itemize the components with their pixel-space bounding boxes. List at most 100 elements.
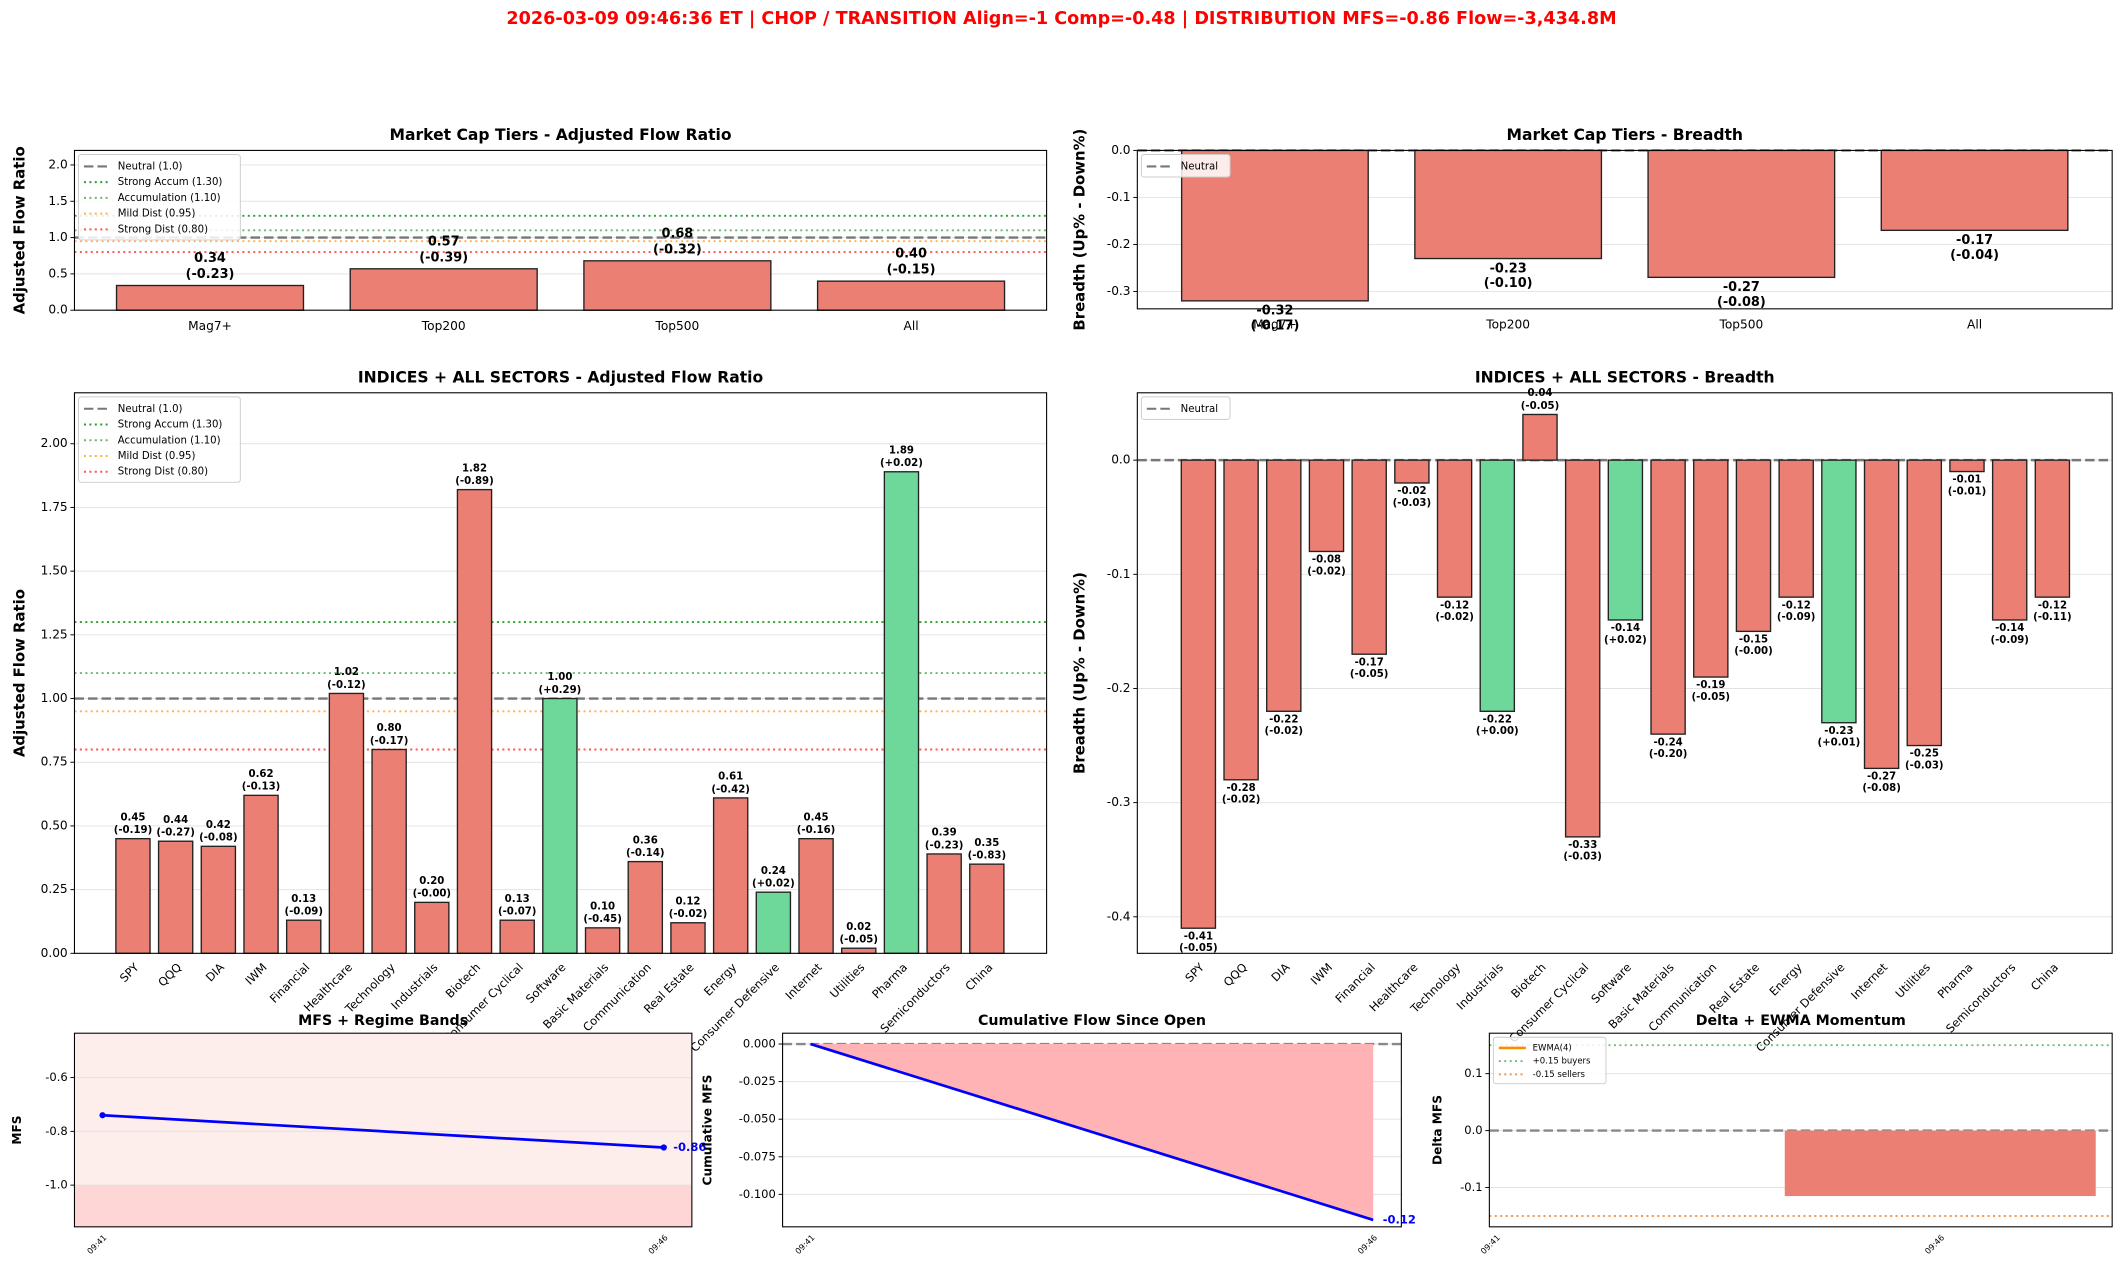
y-tick-label: 0.5 — [48, 266, 67, 280]
y-tick-label: -0.4 — [1107, 909, 1131, 923]
value-label: -0.23 — [1824, 726, 1853, 737]
change-label: (-0.04) — [1950, 248, 1999, 263]
chart-title: Market Cap Tiers - Adjusted Flow Ratio — [390, 126, 732, 144]
change-label: (-0.00) — [413, 889, 452, 900]
x-tick-label: Energy — [1766, 960, 1805, 999]
change-label: (-0.12) — [327, 680, 366, 691]
legend-label: Neutral (1.0) — [118, 404, 183, 415]
bar — [349, 268, 538, 311]
x-tick-label: Mag7+ — [188, 319, 232, 333]
value-label: 0.61 — [718, 772, 743, 783]
bar — [1991, 459, 2028, 621]
value-label: 1.02 — [334, 667, 359, 678]
change-label: (-0.83) — [968, 851, 1007, 862]
y-tick-label: 0.0 — [1111, 143, 1130, 157]
x-tick-label: DIA — [203, 960, 227, 984]
x-tick-label: Consumer Cyclical — [1506, 960, 1591, 1045]
change-label: (-0.27) — [156, 828, 195, 839]
value-label: -0.12 — [1440, 600, 1469, 611]
change-label: (-0.13) — [242, 782, 281, 793]
bar — [1414, 149, 1603, 260]
value-label: -0.15 — [1739, 635, 1768, 646]
bar — [115, 284, 305, 311]
bar — [1650, 459, 1686, 735]
change-label: (-0.02) — [1222, 795, 1261, 806]
legend-label: EWMA(4) — [1533, 1043, 1572, 1053]
x-tick-label: Top500 — [654, 319, 699, 333]
x-tick-label: Internet — [783, 960, 826, 1003]
chart-title: INDICES + ALL SECTORS - Adjusted Flow Ra… — [358, 368, 764, 386]
value-label: -0.17 — [1956, 233, 1993, 248]
bar — [2034, 459, 2071, 598]
y-axis-label: Adjusted Flow Ratio — [10, 589, 28, 757]
change-label: (-0.17) — [1251, 318, 1300, 333]
y-tick-label: -0.1 — [1107, 567, 1131, 581]
legend-box — [78, 396, 241, 483]
change-label: (-0.23) — [925, 840, 964, 851]
chart-title: INDICES + ALL SECTORS - Breadth — [1475, 368, 1775, 386]
bar — [285, 919, 322, 955]
legend-label: Accumulation (1.10) — [118, 435, 221, 446]
change-label: (-0.08) — [1862, 783, 1900, 794]
x-tick-label: Industrials — [1454, 960, 1506, 1012]
change-label: (-0.05) — [840, 935, 879, 946]
legend-label: Mild Dist (0.95) — [118, 451, 196, 462]
value-label: -0.32 — [1256, 304, 1293, 319]
x-tick-label: Top500 — [1718, 318, 1763, 332]
value-label: -0.25 — [1910, 749, 1939, 760]
change-label: (-0.39) — [419, 250, 468, 265]
change-label: (+0.00) — [1476, 726, 1519, 737]
bar — [456, 488, 493, 955]
change-label: (-0.03) — [1393, 498, 1431, 509]
legend-label: Neutral (1.0) — [118, 161, 183, 172]
chart-title: MFS + Regime Bands — [298, 1013, 468, 1029]
x-tick-label: Pharma — [1935, 960, 1976, 1001]
legend-label: -0.15 sellers — [1533, 1070, 1586, 1080]
value-label: 0.13 — [505, 894, 530, 905]
y-tick-label: 0.25 — [41, 882, 68, 896]
chart-title: Cumulative Flow Since Open — [978, 1013, 1206, 1029]
change-label: (-0.89) — [455, 476, 494, 487]
y-tick-label: 1.0 — [48, 230, 67, 244]
value-label: 0.45 — [804, 812, 829, 823]
plot-frame — [782, 1032, 1402, 1228]
legend-label: Accumulation (1.10) — [118, 193, 221, 204]
value-label: 0.80 — [377, 723, 402, 734]
bar — [1880, 149, 2069, 232]
x-tick-label: QQQ — [1221, 960, 1250, 989]
value-label: -0.41 — [1184, 931, 1213, 942]
change-label: (-0.45) — [583, 914, 622, 925]
value-label: -0.01 — [1952, 475, 1981, 486]
bar — [371, 748, 407, 955]
bar — [627, 860, 664, 955]
bar — [1821, 459, 1857, 724]
bar — [798, 837, 834, 955]
bar — [1949, 459, 1985, 473]
chart-title: Market Cap Tiers - Breadth — [1507, 126, 1743, 144]
x-tick-label: 09:46 — [1356, 1232, 1380, 1256]
change-label: (-0.02) — [1435, 612, 1473, 623]
change-label: (-0.05) — [1692, 692, 1730, 703]
legend-label: Strong Dist (0.80) — [118, 467, 208, 478]
legend-label: Strong Dist (0.80) — [118, 224, 208, 235]
change-label: (+0.01) — [1817, 738, 1860, 749]
x-tick-label: 09:46 — [646, 1232, 670, 1256]
bar — [816, 280, 1006, 311]
y-tick-label: -0.050 — [739, 1112, 776, 1126]
y-tick-label: 1.50 — [41, 564, 68, 578]
bar — [542, 697, 578, 955]
bar — [243, 794, 279, 955]
value-label: -0.12 — [2038, 600, 2067, 611]
value-label: 0.34 — [194, 251, 226, 266]
x-tick-label: QQQ — [155, 960, 184, 989]
y-tick-label: 0.75 — [41, 755, 68, 769]
change-label: (-0.05) — [1350, 669, 1389, 680]
y-axis-label: MFS — [10, 1115, 24, 1144]
change-label: (-0.08) — [1717, 295, 1766, 310]
bar — [883, 471, 920, 955]
y-tick-label: -0.3 — [1107, 795, 1131, 809]
bar — [1308, 459, 1345, 553]
y-tick-label: -0.100 — [739, 1187, 776, 1201]
line — [810, 1042, 1374, 1222]
y-tick-label: 1.75 — [41, 500, 68, 514]
